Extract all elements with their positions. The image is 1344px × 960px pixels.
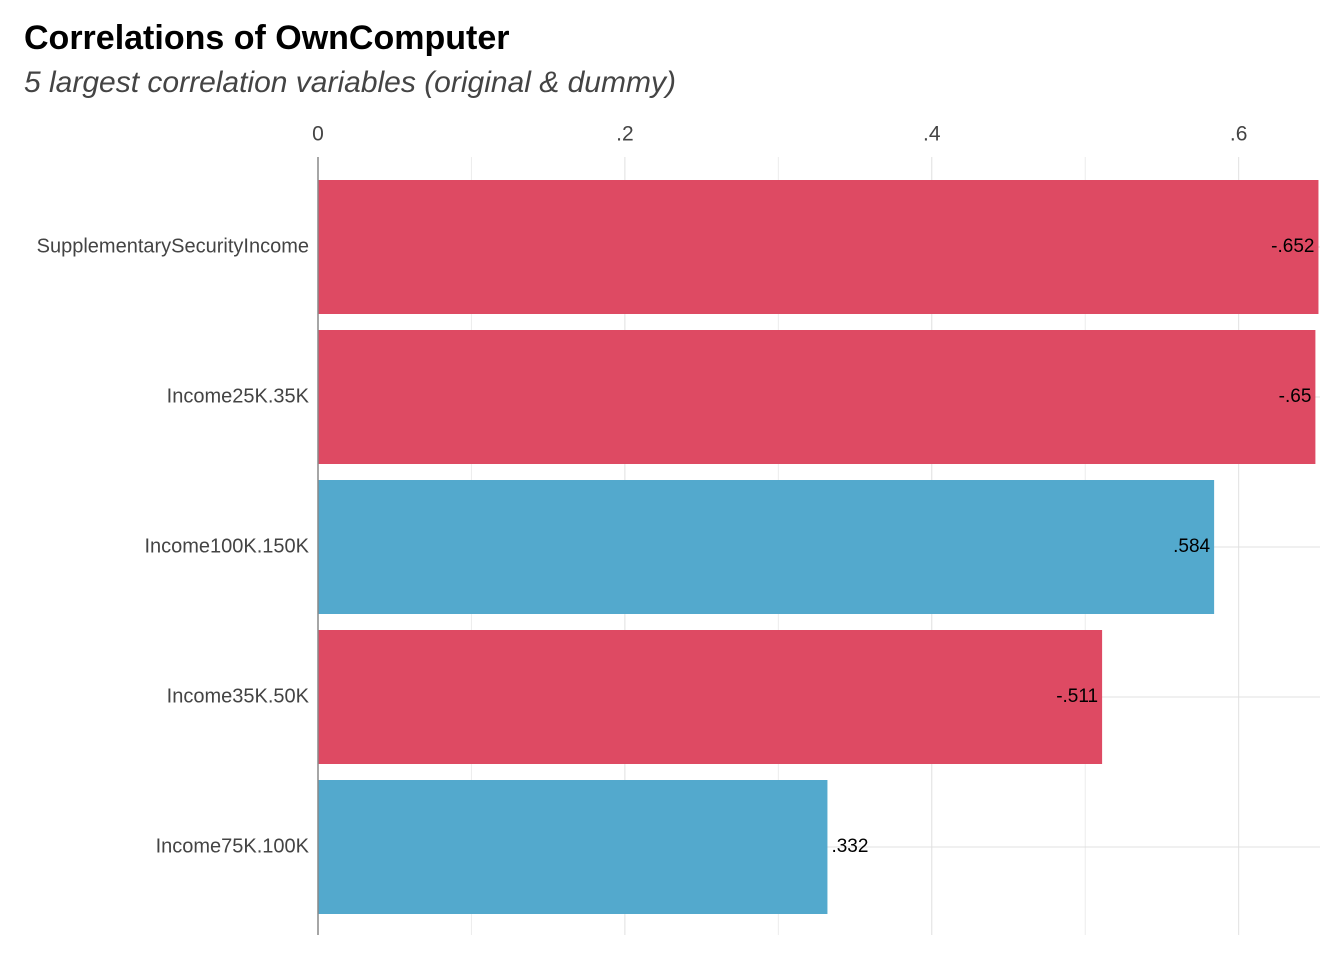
x-tick-label: 0 [312, 123, 324, 146]
x-tick-label: .2 [616, 123, 634, 146]
bar [318, 630, 1103, 764]
chart-title: Correlations of OwnComputer [24, 19, 509, 57]
chart-subtitle: 5 largest correlation variables (origina… [24, 66, 676, 99]
bar [318, 480, 1215, 614]
x-tick-label: .4 [923, 123, 941, 146]
value-label: .332 [831, 836, 868, 857]
bar [318, 180, 1319, 314]
bar [318, 780, 828, 914]
y-tick-label: Income25K.35K [167, 385, 310, 407]
x-tick-label: .6 [1230, 123, 1248, 146]
y-tick-label: Income75K.100K [156, 835, 310, 857]
y-tick-label: Income100K.150K [144, 535, 309, 557]
bar [318, 330, 1316, 464]
value-label: .584 [1173, 536, 1210, 557]
y-tick-label: Income35K.50K [167, 685, 310, 707]
value-label: -.511 [1056, 686, 1098, 707]
y-tick-label: SupplementarySecurityIncome [37, 235, 309, 257]
value-label: -.65 [1279, 386, 1312, 407]
value-label: -.652 [1271, 236, 1314, 257]
